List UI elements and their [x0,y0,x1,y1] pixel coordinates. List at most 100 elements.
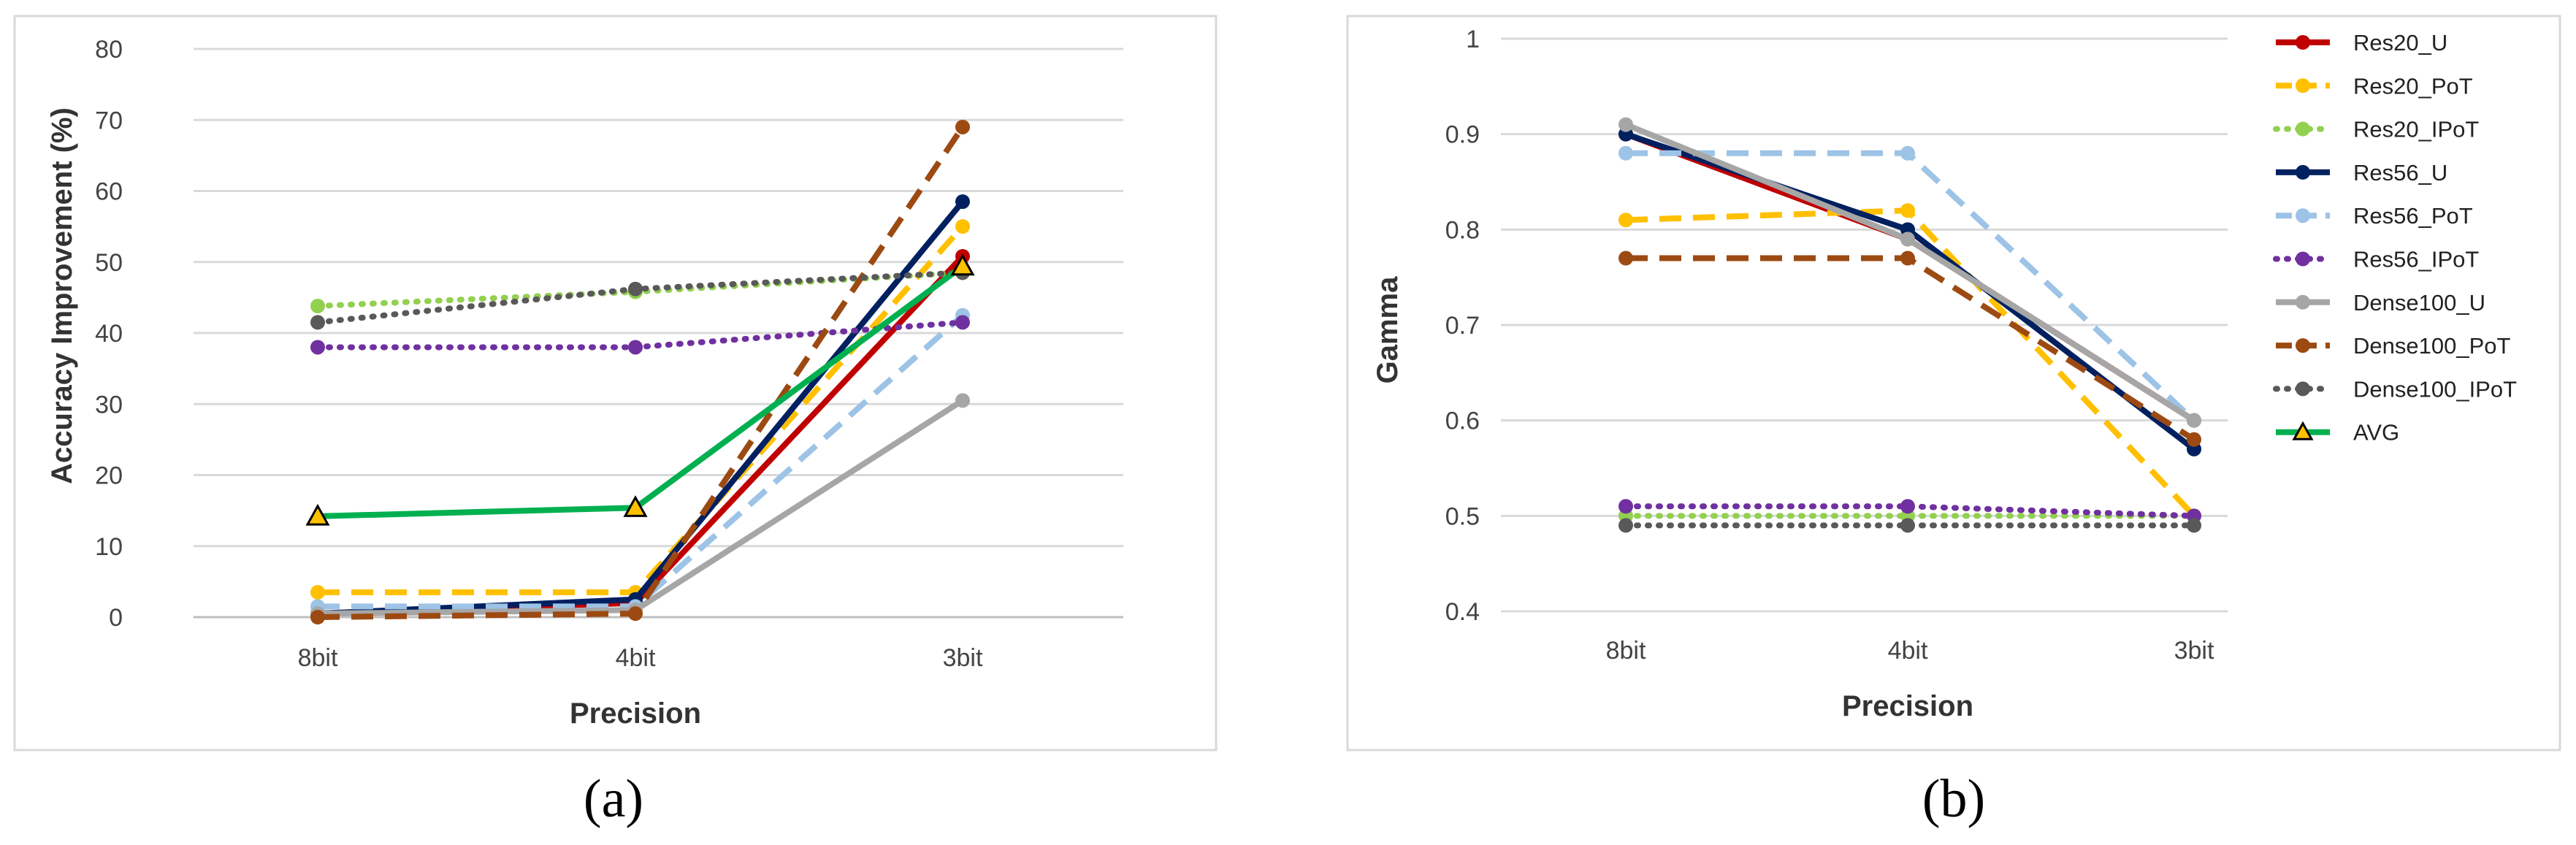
chart-panel-b: 0.4 0.5 0.6 0.7 0.8 0.9 1 8bit 4bit 3bit Gamma P… [1346,15,2561,752]
legend-label: Res20_PoT [2353,73,2473,99]
legend-marker [2296,338,2310,353]
data-point-marker [955,194,970,210]
x-tick-label: 8bit [298,644,338,672]
chart-a-x-ticks: 8bit 4bit 3bit [298,644,983,672]
data-point-marker [310,315,325,330]
chart-a-y-ticks: 0 10 20 30 40 50 60 70 80 [95,36,123,632]
data-point-marker [305,503,330,526]
data-point-marker [628,606,643,622]
legend-marker [2296,294,2310,310]
y-tick-label: 0.8 [1445,216,1480,244]
data-point-marker [955,393,970,408]
chart-b-y-axis-title: Gamma [1372,276,1404,383]
data-point-marker [1618,145,1633,161]
legend-label: Res20_U [2353,30,2447,56]
legend-item-res20-ipot: Res20_IPoT [2273,117,2479,142]
data-point-marker [623,495,648,517]
chart-a-gridlines [194,47,1123,619]
data-point-marker [1618,213,1633,228]
data-point-marker [1900,232,1915,247]
data-point-marker [1618,499,1633,514]
legend-marker [2296,35,2310,50]
data-point-marker [310,610,325,624]
data-point-marker [1900,203,1915,218]
legend-marker [2296,251,2310,267]
x-tick-label: 4bit [616,644,656,672]
y-tick-label: 40 [95,320,123,348]
data-point-marker [310,340,325,355]
chart-b-frame [1346,15,2561,752]
legend-label: Dense100_IPoT [2353,376,2517,402]
series-dense100-pot [1618,251,2201,447]
x-tick-label: 3bit [943,644,983,672]
legend-label: Res20_IPoT [2353,117,2479,142]
legend-item-dense100-ipot: Dense100_IPoT [2273,376,2517,402]
x-tick-label: 8bit [1606,637,1646,665]
legend-item-res56-u: Res56_U [2276,160,2447,186]
y-tick-label: 0.4 [1445,598,1480,626]
legend-item-avg: AVG [2276,420,2399,446]
x-tick-label: 3bit [2174,637,2214,665]
data-point-marker [2187,413,2201,428]
y-tick-label: 10 [95,533,123,561]
series-dense100-pot [310,119,970,624]
data-point-marker [955,315,970,330]
chart-b-x-axis-title: Precision [1842,690,1973,722]
legend-item-res20-u: Res20_U [2276,30,2447,56]
legend-marker [2296,208,2310,223]
legend-marker [2296,121,2310,137]
data-point-marker [310,299,325,314]
series-dense100-u [1618,117,2201,428]
series-dense100-ipot [1618,518,2201,533]
panel-a-caption: (a) [584,769,643,829]
data-point-marker [1618,518,1633,533]
data-point-marker [2187,432,2201,447]
legend-item-res56-ipot: Res56_IPoT [2273,247,2479,272]
chart-b-series [1618,117,2201,533]
data-point-marker [1900,518,1915,533]
legend-label: AVG [2353,420,2399,446]
legend-item-res56-pot: Res56_PoT [2276,203,2473,229]
y-tick-label: 60 [95,178,123,206]
data-point-marker [1618,251,1633,266]
series-res56-ipot [310,315,970,355]
series-res56-ipot [1618,499,2201,524]
y-tick-label: 50 [95,249,123,277]
data-point-marker [1900,145,1915,161]
legend-label: Dense100_U [2353,290,2485,316]
y-tick-label: 0.9 [1445,121,1480,149]
chart-panel-a: 0 10 20 30 40 50 60 70 80 8bit 4bit 3bit Accuracy … [13,15,1218,752]
series-avg [305,253,975,526]
data-point-marker [2187,518,2201,533]
data-point-marker [955,119,970,134]
y-tick-label: 70 [95,107,123,134]
x-tick-label: 4bit [1888,637,1928,665]
chart-b-legend: Res20_U Res20_PoT Res20_IPoT Res56_U Res56_P… [2273,30,2517,446]
legend-item-res20-pot: Res20_PoT [2276,73,2473,99]
chart-a-y-axis-title: Accuracy Improvement (%) [46,107,78,484]
chart-b-x-ticks: 8bit 4bit 3bit [1606,637,2214,665]
legend-item-dense100-pot: Dense100_PoT [2276,333,2510,359]
data-point-marker [628,281,643,297]
data-point-marker [1900,499,1915,514]
legend-label: Res56_U [2353,160,2447,186]
y-tick-label: 20 [95,462,123,490]
y-tick-label: 80 [95,36,123,64]
chart-a-series [305,119,975,624]
chart-a-x-axis-title: Precision [570,697,701,730]
data-point-marker [310,584,325,600]
data-point-marker [955,219,970,234]
data-point-marker [628,340,643,355]
chart-a-frame [13,15,1218,752]
y-tick-label: 0.5 [1445,502,1480,530]
data-point-marker [1900,251,1915,266]
y-tick-label: 30 [95,391,123,418]
y-tick-label: 0.7 [1445,312,1480,340]
y-tick-label: 1 [1466,26,1480,53]
panel-b-caption: (b) [1922,769,1985,829]
legend-item-dense100-u: Dense100_U [2276,290,2485,316]
legend-marker [2292,421,2314,440]
y-tick-label: 0 [109,604,123,632]
legend-marker [2296,164,2310,180]
